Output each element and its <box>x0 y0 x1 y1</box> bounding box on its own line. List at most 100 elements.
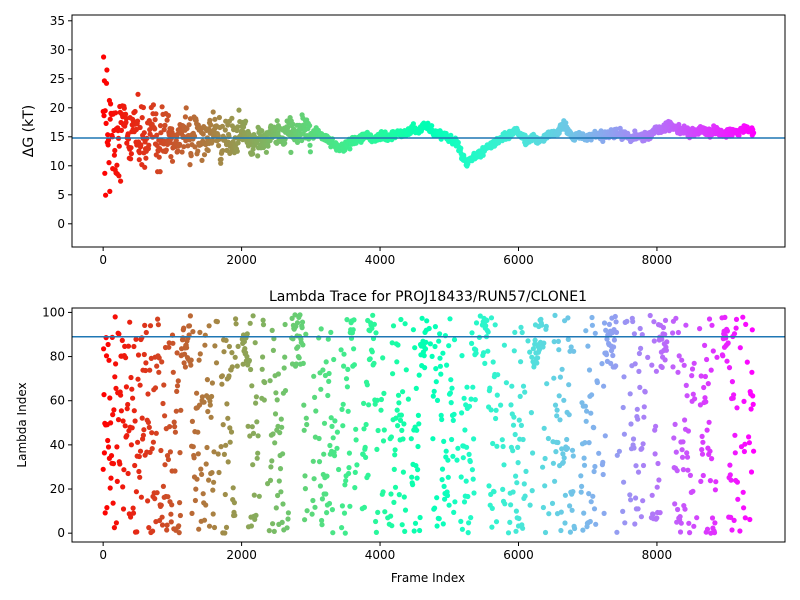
lambda-point <box>481 350 487 356</box>
lambda-point <box>247 320 253 326</box>
lambda-point <box>578 473 584 479</box>
lambda-point <box>255 433 261 439</box>
lambda-point <box>284 525 290 531</box>
lambda-point <box>520 383 527 389</box>
lambda-point <box>280 501 286 507</box>
lambda-point <box>728 514 734 521</box>
lambda-point <box>222 491 228 498</box>
lambda-point <box>330 530 336 536</box>
lambda-point <box>370 312 376 318</box>
lambda-point <box>650 511 656 517</box>
delta-g-point <box>429 123 435 129</box>
lambda-point <box>278 489 284 495</box>
lambda-point <box>175 378 181 384</box>
lambda-point <box>515 444 521 450</box>
lambda-point <box>732 450 738 456</box>
lambda-point <box>375 509 381 515</box>
lambda-point <box>330 435 336 441</box>
lambda-point <box>751 448 757 454</box>
lambda-point <box>190 444 196 450</box>
lambda-point <box>423 339 429 345</box>
lambda-point <box>493 407 499 413</box>
lambda-point <box>188 362 194 368</box>
lambda-point <box>107 395 113 401</box>
delta-g-point <box>195 148 201 154</box>
delta-g-point <box>255 153 261 159</box>
delta-g-point <box>125 136 132 142</box>
lambda-point <box>246 357 252 364</box>
lambda-point <box>152 385 159 391</box>
lambda-point <box>641 404 647 410</box>
lambda-point <box>232 354 238 360</box>
lambda-point <box>222 530 228 536</box>
lambda-point <box>494 392 500 398</box>
delta-g-point <box>299 137 305 144</box>
lambda-point <box>172 468 178 474</box>
delta-g-point <box>207 117 213 123</box>
lambda-point <box>273 390 279 396</box>
lambda-point <box>293 361 299 367</box>
delta-g-point <box>105 142 111 148</box>
lambda-point <box>709 515 716 521</box>
lambda-point <box>740 489 746 495</box>
lambda-point <box>586 367 593 373</box>
lambda-point <box>589 322 596 328</box>
lambda-point <box>361 426 367 432</box>
lambda-point <box>176 523 182 529</box>
lambda-point <box>388 434 394 440</box>
lambda-point <box>235 343 241 349</box>
lambda-point <box>724 328 731 334</box>
lambda-point <box>449 385 455 391</box>
lambda-point <box>101 392 107 398</box>
lambda-point <box>664 339 670 345</box>
lambda-point <box>329 423 335 429</box>
lambda-point <box>260 354 266 360</box>
lambda-point <box>583 418 589 424</box>
delta-g-point <box>187 162 193 168</box>
lambda-point <box>654 515 660 521</box>
lambda-point <box>437 355 443 361</box>
lambda-point <box>461 499 468 505</box>
lambda-point <box>621 374 627 380</box>
lambda-point <box>492 322 498 328</box>
lambda-point <box>660 324 667 331</box>
lambda-point <box>112 314 118 320</box>
delta-g-point <box>229 115 235 121</box>
lambda-point <box>628 421 634 427</box>
lambda-point <box>152 496 158 502</box>
lambda-point <box>483 323 489 329</box>
lambda-point <box>709 322 715 328</box>
lambda-point <box>500 486 506 492</box>
lambda-point <box>300 342 306 348</box>
lambda-point <box>699 447 705 453</box>
delta-g-point <box>243 118 249 124</box>
lambda-point <box>507 519 513 526</box>
lambda-point <box>164 453 171 459</box>
lambda-point <box>253 512 259 519</box>
lambda-point <box>488 407 494 413</box>
lambda-point <box>513 508 520 514</box>
lambda-point <box>142 367 149 374</box>
delta-g-point <box>140 104 146 111</box>
lambda-point <box>734 479 741 485</box>
lambda-point <box>451 509 457 515</box>
delta-g-point <box>118 127 124 133</box>
lambda-point <box>484 317 490 323</box>
lambda-point <box>361 504 367 510</box>
lambda-point <box>511 414 517 420</box>
lambda-point <box>145 391 151 397</box>
lambda-point <box>613 363 619 369</box>
lambda-point <box>498 402 504 408</box>
lambda-point <box>622 520 628 526</box>
delta-g-point <box>181 144 187 150</box>
lambda-point <box>555 338 562 344</box>
y-tick-label: 40 <box>50 438 65 452</box>
lambda-point <box>261 397 267 403</box>
delta-g-point <box>152 126 158 132</box>
lambda-point <box>380 355 386 361</box>
x-tick-label: 6000 <box>503 253 534 267</box>
lambda-point <box>195 429 201 435</box>
lambda-point <box>374 446 380 452</box>
lambda-point <box>505 530 512 536</box>
lambda-point <box>439 466 446 472</box>
